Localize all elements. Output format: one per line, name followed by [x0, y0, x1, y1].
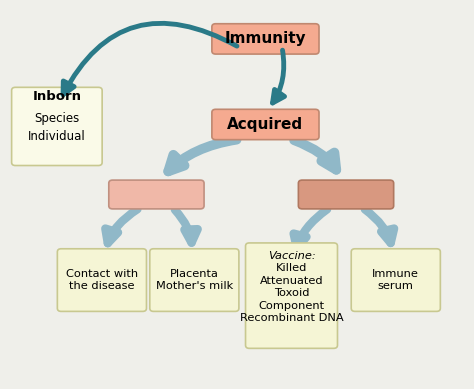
FancyBboxPatch shape [150, 249, 239, 311]
Text: Toxoid: Toxoid [274, 288, 309, 298]
FancyBboxPatch shape [212, 24, 319, 54]
FancyBboxPatch shape [299, 180, 393, 209]
FancyBboxPatch shape [246, 243, 337, 349]
FancyBboxPatch shape [11, 87, 102, 166]
Text: Attenuated: Attenuated [260, 276, 323, 286]
Text: Inborn: Inborn [32, 90, 82, 103]
Text: Acquired: Acquired [228, 117, 303, 132]
FancyBboxPatch shape [212, 109, 319, 140]
Text: Placenta
Mother's milk: Placenta Mother's milk [156, 269, 233, 291]
Text: Component: Component [258, 301, 325, 311]
Text: Individual: Individual [28, 130, 86, 143]
Text: Contact with
the disease: Contact with the disease [66, 269, 138, 291]
FancyBboxPatch shape [109, 180, 204, 209]
Text: Killed: Killed [276, 263, 307, 273]
Text: Immunity: Immunity [225, 32, 306, 46]
FancyBboxPatch shape [351, 249, 440, 311]
Text: Vaccine:: Vaccine: [268, 251, 315, 261]
Text: Species: Species [34, 112, 80, 125]
FancyBboxPatch shape [57, 249, 146, 311]
Text: Recombinant DNA: Recombinant DNA [240, 313, 343, 323]
Text: Immune
serum: Immune serum [373, 269, 419, 291]
